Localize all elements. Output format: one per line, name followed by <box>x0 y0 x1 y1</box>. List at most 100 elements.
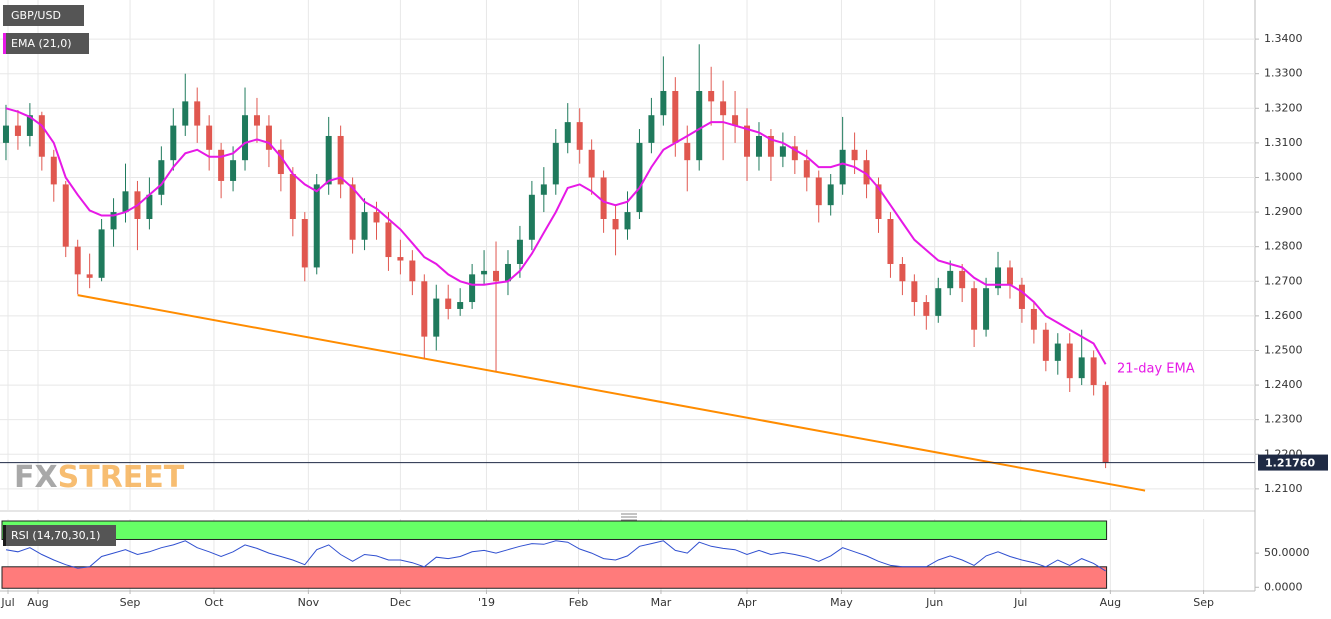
candle-body <box>38 115 45 157</box>
y-tick-label: 1.3300 <box>1264 67 1303 80</box>
candle-body <box>1078 357 1085 379</box>
watermark-street: STREET <box>58 460 185 495</box>
candle-body <box>74 246 81 275</box>
legend-box <box>3 33 89 54</box>
series-line <box>5 540 1106 572</box>
y-tick-label: 1.3400 <box>1264 32 1303 45</box>
x-tick-label: Nov <box>298 596 320 609</box>
candle-body <box>421 281 428 337</box>
x-tick-label: Sep <box>1193 596 1214 609</box>
candle-body <box>827 184 834 206</box>
candle-body <box>1066 343 1073 379</box>
candle-body <box>732 115 739 126</box>
trendline <box>77 294 1146 492</box>
candle-body <box>361 212 368 240</box>
candle-body <box>182 101 189 126</box>
candle-body <box>767 135 774 157</box>
legend-label: EMA (21,0) <box>11 37 72 50</box>
candle-body <box>289 174 296 219</box>
candle-body <box>564 122 571 143</box>
candle-body <box>995 267 1002 289</box>
candle-body <box>194 101 201 126</box>
candle-body <box>648 115 655 143</box>
candle-body <box>493 270 500 282</box>
candle-body <box>588 149 595 178</box>
candle-body <box>959 270 966 289</box>
legend-box <box>3 5 84 26</box>
y-tick-label: 1.2600 <box>1264 309 1303 322</box>
overbought-band <box>1 520 1108 540</box>
candle-body <box>469 274 476 303</box>
candle-body <box>301 219 308 268</box>
candle-body <box>277 149 284 175</box>
y-tick-label: 1.2700 <box>1264 274 1303 287</box>
candle-body <box>720 101 727 116</box>
y-tick-label: 1.2500 <box>1264 343 1303 356</box>
candle-body <box>887 219 894 264</box>
candle-body <box>576 122 583 150</box>
y-tick-label: 1.2800 <box>1264 240 1303 253</box>
candle-body <box>624 212 631 230</box>
candle-body <box>899 263 906 282</box>
candle-body <box>349 184 356 240</box>
candle-body <box>744 125 751 157</box>
candle-body <box>1042 329 1049 361</box>
candle-body <box>98 229 105 278</box>
x-tick-label: Sep <box>120 596 141 609</box>
candle-body <box>253 115 260 126</box>
resize-handle[interactable] <box>621 513 637 521</box>
candle-body <box>206 125 213 150</box>
candle-body <box>373 212 380 223</box>
candle-body <box>1102 385 1109 463</box>
legend-label: RSI (14,70,30,1) <box>11 529 100 542</box>
candle-body <box>983 288 990 330</box>
y-tick-label: 1.2100 <box>1264 482 1303 495</box>
x-tick-label: Aug <box>27 596 48 609</box>
candle-body <box>672 90 679 143</box>
y-tick-label: 1.2300 <box>1264 413 1303 426</box>
candle-body <box>791 146 798 161</box>
candle-body <box>2 125 9 143</box>
y-tick-label: 0.0000 <box>1264 580 1303 593</box>
y-tick-label: 1.2400 <box>1264 378 1303 391</box>
candle-body <box>385 222 392 258</box>
watermark: FXSTREET <box>14 460 185 495</box>
y-tick-label: 50.0000 <box>1264 546 1310 559</box>
x-tick-label: Oct <box>204 596 224 609</box>
x-tick-label: Apr <box>738 596 758 609</box>
candle-body <box>660 90 667 116</box>
y-tick-label: 1.3200 <box>1264 101 1303 114</box>
candle-body <box>433 298 440 337</box>
candle-body <box>540 184 547 195</box>
candle-body <box>552 142 559 185</box>
candle-body <box>696 90 703 161</box>
x-tick-label: Jul <box>0 596 14 609</box>
candle-body <box>26 115 33 136</box>
candle-body <box>50 156 57 185</box>
candle-body <box>158 160 165 195</box>
x-tick-label: Dec <box>390 596 411 609</box>
candle-body <box>708 90 715 102</box>
candle-body <box>481 270 488 275</box>
candle-body <box>14 125 21 136</box>
candle-body <box>110 212 117 230</box>
candle-body <box>528 194 535 240</box>
candle-body <box>62 184 69 247</box>
candle-body <box>313 184 320 268</box>
y-tick-label: 1.3100 <box>1264 136 1303 149</box>
candle-body <box>397 257 404 261</box>
legend-marker <box>3 525 6 546</box>
candle-body <box>1018 284 1025 309</box>
x-tick-label: May <box>830 596 853 609</box>
x-tick-label: Aug <box>1100 596 1121 609</box>
candle-body <box>337 135 344 185</box>
candle-body <box>839 149 846 185</box>
candle-body <box>911 281 918 303</box>
y-tick-label: 1.3000 <box>1264 170 1303 183</box>
annotation: 21-day EMA <box>1117 362 1195 377</box>
candle-body <box>445 298 452 309</box>
candle-body <box>86 274 93 278</box>
candle-body <box>409 260 416 282</box>
candle-body <box>1090 357 1097 386</box>
